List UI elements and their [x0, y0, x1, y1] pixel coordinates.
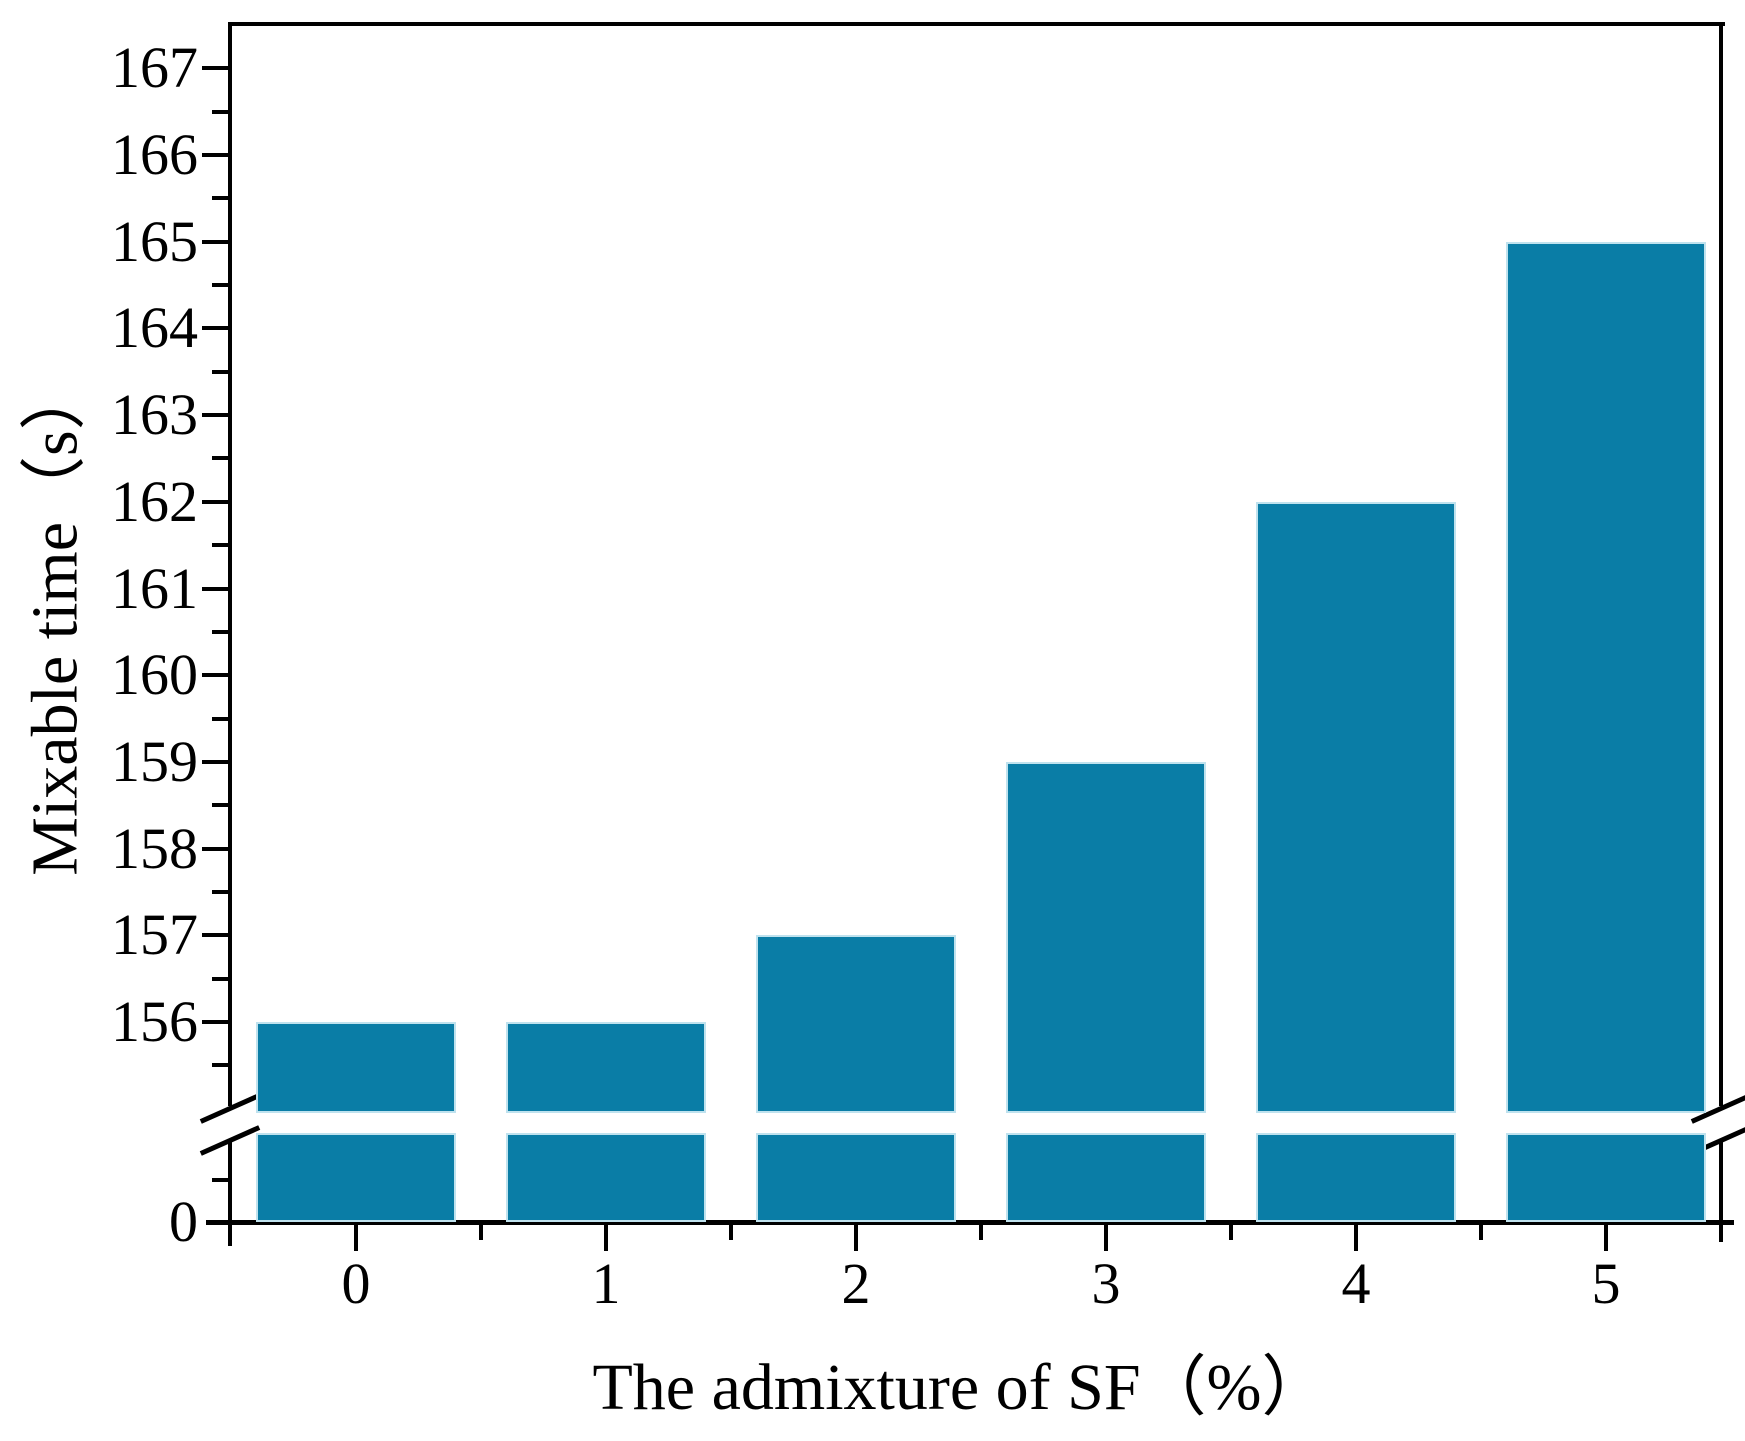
- x-major-tick: [1604, 1225, 1608, 1251]
- bar-upper-segment: [1006, 761, 1206, 1113]
- bar-upper-segment: [1506, 241, 1706, 1113]
- bar-lower-segment: [1506, 1133, 1706, 1222]
- x-tick-label: 0: [341, 1251, 371, 1316]
- x-major-tick: [1354, 1225, 1358, 1251]
- left-spine-upper: [228, 22, 232, 1106]
- x-minor-tick: [1479, 1225, 1483, 1240]
- x-major-tick: [1104, 1225, 1108, 1251]
- bar-upper-segment: [256, 1022, 456, 1113]
- y-tick-label: 160: [111, 642, 198, 708]
- y-minor-tick: [212, 889, 228, 894]
- y-minor-tick: [212, 109, 228, 114]
- x-tick-label: 3: [1091, 1251, 1121, 1316]
- x-tick-label: 4: [1341, 1251, 1371, 1316]
- y-major-tick: [202, 413, 228, 418]
- y-tick-label: 156: [111, 989, 198, 1054]
- y-tick-label: 157: [111, 902, 198, 968]
- x-minor-tick: [479, 1225, 483, 1240]
- y-tick-label: 163: [111, 382, 198, 448]
- left-spine-lower: [228, 1140, 232, 1246]
- y-major-tick: [202, 239, 228, 244]
- bar-lower-segment: [1256, 1133, 1456, 1222]
- y-tick-label: 167: [111, 35, 198, 101]
- y-minor-tick: [212, 543, 228, 548]
- y-minor-tick: [212, 456, 228, 461]
- y-tick-label: 159: [111, 728, 198, 794]
- x-minor-tick: [729, 1225, 733, 1240]
- y-major-tick: [202, 499, 228, 504]
- x-tick-label: 1: [591, 1251, 621, 1316]
- y-tick-label: 165: [111, 208, 198, 274]
- y-minor-tick: [212, 196, 228, 201]
- x-minor-tick: [1229, 1225, 1233, 1240]
- x-major-tick: [354, 1225, 358, 1251]
- y-minor-tick: [212, 1063, 228, 1068]
- y-tick-label: 161: [111, 555, 198, 621]
- y-tick-label: 162: [111, 468, 198, 534]
- y-major-tick: [202, 326, 228, 331]
- x-tick-label: 5: [1591, 1251, 1621, 1316]
- x-axis-line: [206, 1220, 1734, 1225]
- y-tick-label: 166: [111, 122, 198, 187]
- right-spine-lower: [1719, 1140, 1723, 1242]
- y-minor-tick: [212, 283, 228, 288]
- y-major-tick: [202, 66, 228, 71]
- y-minor-tick: [212, 976, 228, 981]
- bar-upper-segment: [1256, 501, 1456, 1113]
- bar-lower-segment: [1006, 1133, 1206, 1222]
- bar-lower-segment: [506, 1133, 706, 1222]
- y-major-tick: [202, 933, 228, 938]
- y-major-tick: [202, 586, 228, 591]
- bar-lower-segment: [756, 1133, 956, 1222]
- right-spine-upper: [1719, 22, 1723, 1106]
- y-tick-label: 158: [111, 815, 198, 881]
- x-major-tick: [854, 1225, 858, 1251]
- x-minor-tick: [979, 1225, 983, 1240]
- bar-upper-segment: [756, 935, 956, 1113]
- x-axis-title: The admixture of SF（%）: [592, 1351, 1328, 1424]
- y-minor-tick: [212, 1178, 228, 1182]
- y-minor-tick: [212, 629, 228, 634]
- y-major-tick: [202, 673, 228, 678]
- y-major-tick: [202, 1020, 228, 1024]
- y-minor-tick: [212, 803, 228, 808]
- bar-lower-segment: [256, 1133, 456, 1222]
- y-major-tick: [202, 846, 228, 851]
- y-minor-tick: [212, 369, 228, 374]
- top-spine: [228, 22, 1725, 26]
- x-tick-label: 2: [841, 1251, 871, 1316]
- y-major-tick: [202, 153, 228, 157]
- y-axis-title: Mixable time（s）: [18, 364, 92, 876]
- x-major-tick: [604, 1225, 608, 1251]
- y-tick-label: 164: [111, 295, 198, 361]
- y-major-tick: [202, 759, 228, 764]
- bar-upper-segment: [506, 1022, 706, 1113]
- y-tick-label: 0: [169, 1189, 198, 1254]
- y-minor-tick: [212, 716, 228, 721]
